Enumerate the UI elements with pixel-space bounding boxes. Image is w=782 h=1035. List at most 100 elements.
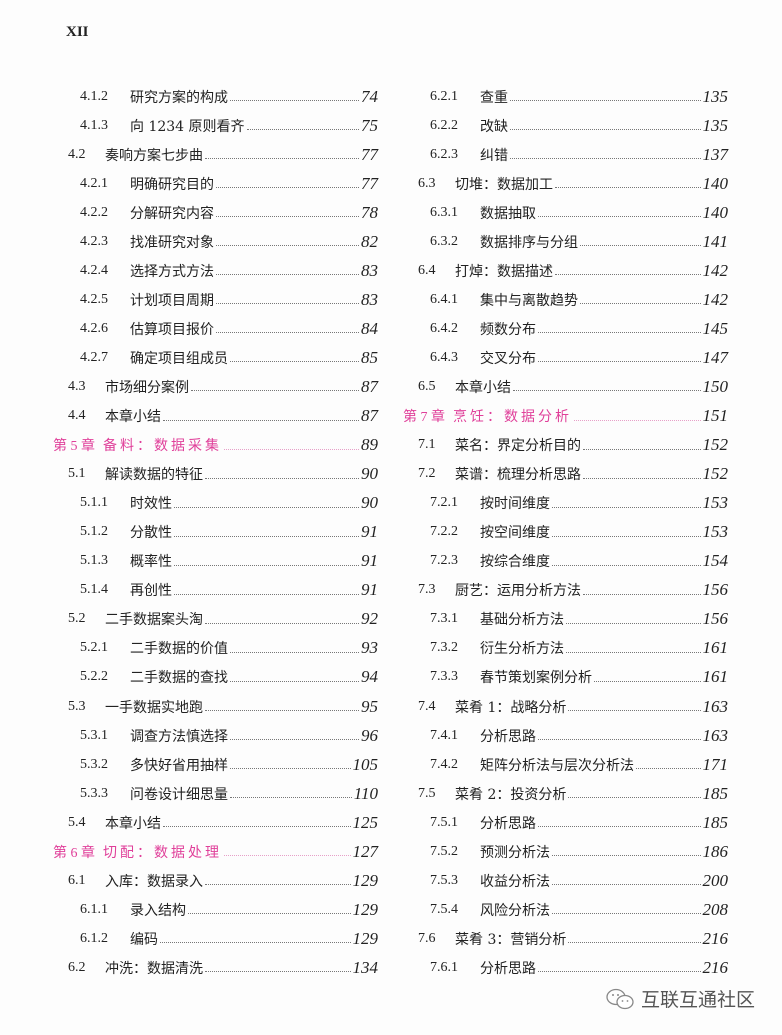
toc-entry: 5.4 本章小结 125: [53, 808, 378, 837]
entry-number: 6.2.1: [430, 88, 458, 104]
toc-entry: 7.3 厨艺：运用分析方法 156: [403, 576, 728, 605]
toc-chapter-entry: 第 6 章切配：数据处理 127: [53, 837, 378, 866]
leader-dots: [205, 477, 359, 479]
entry-title: 菜肴 2：投资分析: [455, 786, 567, 803]
entry-number: 4.2.4: [80, 262, 108, 278]
toc-entry: 4.1.2 研究方案的构成 74: [53, 82, 378, 111]
leader-dots: [552, 506, 701, 508]
entry-number: 4.1.2: [80, 88, 108, 104]
entry-title: 本章小结: [105, 815, 161, 832]
wechat-icon: [606, 988, 634, 1009]
entry-number: 5.1.1: [80, 495, 108, 511]
toc-entry: 7.2 菜谱：梳理分析思路 152: [403, 460, 728, 489]
toc-entry: 5.3 一手数据实地跑 95: [53, 692, 378, 721]
entry-title: 概率性: [130, 554, 172, 571]
entry-title: 矩阵分析法与层次分析法: [480, 757, 634, 774]
entry-page: 171: [702, 754, 729, 774]
leader-dots: [205, 884, 351, 886]
leader-dots: [555, 187, 701, 189]
entry-number: 4.2.7: [80, 349, 108, 365]
entry-page: 93: [361, 638, 378, 658]
leader-dots: [574, 419, 701, 421]
toc-right-column: 6.2.1 查重 135 6.2.2 改缺 135 6.2.3 纠错 137 6.3 切堆：数据加工…: [403, 82, 728, 982]
leader-dots: [568, 942, 701, 944]
toc-entry: 4.2 奏响方案七步曲 77: [53, 140, 378, 169]
entry-title: 向 1234 原则看齐: [130, 118, 245, 135]
leader-dots: [538, 216, 701, 218]
entry-page: 152: [702, 464, 729, 484]
entry-title: 菜肴 3：营销分析: [455, 931, 567, 948]
toc-entry: 5.2 二手数据案头淘 92: [53, 605, 378, 634]
entry-title: 春节策划案例分析: [480, 670, 592, 687]
entry-page: 185: [702, 812, 729, 832]
leader-dots: [216, 216, 359, 218]
entry-number: 5.2.2: [80, 669, 108, 685]
entry-title: 交叉分布: [480, 350, 536, 367]
entry-title: 奏响方案七步曲: [105, 147, 203, 164]
leader-dots: [636, 768, 701, 770]
entry-page: 208: [702, 899, 729, 919]
entry-title: 问卷设计细思量: [130, 786, 228, 803]
toc-entry: 5.3.2 多快好省用抽样 105: [53, 750, 378, 779]
leader-dots: [583, 448, 701, 450]
leader-dots: [230, 100, 359, 102]
leader-dots: [538, 361, 701, 363]
entry-title: 改缺: [480, 118, 508, 135]
entry-page: 161: [702, 638, 729, 658]
toc-entry: 4.4 本章小结 87: [53, 402, 378, 431]
leader-dots: [216, 303, 359, 305]
entry-number: 4.2.3: [80, 233, 108, 249]
entry-number: 5.1: [68, 466, 86, 482]
toc-entry: 7.6.1 分析思路 216: [403, 953, 728, 982]
entry-page: 186: [702, 841, 729, 861]
toc-entry: 4.3 市场细分案例 87: [53, 372, 378, 401]
leader-dots: [205, 971, 351, 973]
entry-number: 第 5 章: [53, 439, 95, 455]
entry-title: 纠错: [480, 147, 508, 164]
entry-title: 衍生分析方法: [480, 641, 564, 658]
entry-title: 确定项目组成员: [130, 350, 228, 367]
entry-number: 7.2: [418, 466, 436, 482]
entry-title: 编码: [130, 931, 158, 948]
leader-dots: [230, 768, 351, 770]
entry-title: 一手数据实地跑: [105, 699, 203, 716]
entry-title: 查重: [480, 89, 508, 106]
entry-number: 6.3.1: [430, 204, 458, 220]
entry-title: 数据抽取: [480, 205, 536, 222]
entry-title: 备料：数据采集: [103, 438, 222, 455]
entry-page: 95: [361, 696, 378, 716]
entry-number: 4.2.1: [80, 175, 108, 191]
entry-number: 7.6: [418, 930, 436, 946]
entry-title: 分析思路: [480, 728, 536, 745]
toc-entry: 6.1 入库：数据录入 129: [53, 866, 378, 895]
leader-dots: [566, 651, 701, 653]
toc-entry: 6.1.1 录入结构 129: [53, 895, 378, 924]
leader-dots: [174, 535, 359, 537]
entry-page: 91: [361, 551, 378, 571]
entry-page: 135: [702, 115, 729, 135]
toc-entry: 5.1.1 时效性 90: [53, 489, 378, 518]
entry-number: 7.5.4: [430, 901, 458, 917]
entry-page: 78: [361, 202, 378, 222]
entry-number: 5.2.1: [80, 640, 108, 656]
entry-number: 7.4.2: [430, 756, 458, 772]
leader-dots: [510, 158, 701, 160]
leader-dots: [555, 274, 701, 276]
leader-dots: [552, 884, 701, 886]
toc-entry: 5.2.2 二手数据的查找 94: [53, 663, 378, 692]
leader-dots: [174, 593, 359, 595]
entry-page: 216: [702, 928, 729, 948]
leader-dots: [188, 913, 351, 915]
entry-page: 135: [702, 86, 729, 106]
entry-number: 6.5: [418, 378, 436, 394]
entry-title: 菜肴 1：战略分析: [455, 699, 567, 716]
entry-page: 200: [702, 870, 729, 890]
entry-page: 142: [702, 289, 729, 309]
leader-dots: [230, 739, 359, 741]
entry-title: 频数分布: [480, 321, 536, 338]
entry-number: 6.3: [418, 175, 436, 191]
toc-entry: 6.3 切堆：数据加工 140: [403, 169, 728, 198]
entry-page: 87: [361, 406, 378, 426]
entry-page: 185: [702, 783, 729, 803]
entry-number: 7.3.2: [430, 640, 458, 656]
